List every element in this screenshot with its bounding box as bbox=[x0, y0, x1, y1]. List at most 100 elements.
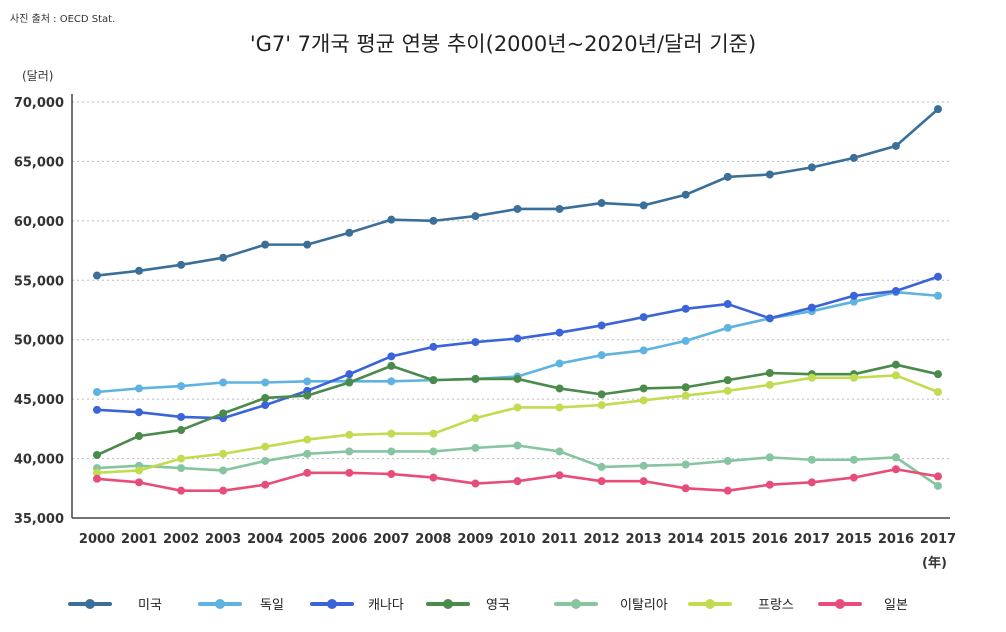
data-point bbox=[387, 429, 396, 438]
legend-swatch-marker bbox=[327, 599, 337, 609]
data-point bbox=[597, 477, 606, 486]
series-프랑스 bbox=[93, 371, 942, 477]
legend-label: 독일 bbox=[260, 598, 284, 613]
data-point bbox=[765, 453, 774, 462]
data-point bbox=[555, 359, 564, 368]
data-point bbox=[219, 409, 228, 418]
data-point bbox=[513, 477, 522, 486]
data-point bbox=[807, 373, 816, 382]
data-point bbox=[723, 172, 732, 181]
data-point bbox=[177, 382, 186, 391]
data-point bbox=[639, 313, 648, 322]
data-point bbox=[261, 393, 270, 402]
data-point bbox=[345, 370, 354, 379]
x-tick-label: 2015 bbox=[710, 532, 746, 547]
data-point bbox=[387, 377, 396, 386]
legend-swatch-marker bbox=[705, 599, 715, 609]
data-point bbox=[555, 447, 564, 456]
series-영국 bbox=[93, 360, 942, 460]
y-tick-label: 65,000 bbox=[14, 155, 64, 170]
data-point bbox=[555, 204, 564, 213]
data-point bbox=[597, 401, 606, 410]
legend-swatch-marker bbox=[835, 599, 845, 609]
legend-swatch-marker bbox=[443, 599, 453, 609]
y-tick-label: 35,000 bbox=[14, 512, 64, 527]
data-point bbox=[345, 447, 354, 456]
data-point bbox=[934, 388, 942, 397]
data-point bbox=[723, 300, 732, 309]
x-tick-label: 2007 bbox=[373, 532, 409, 547]
x-tick-label: 2017 bbox=[794, 532, 830, 547]
data-point bbox=[261, 240, 270, 249]
data-point bbox=[93, 474, 101, 483]
source-note: 사진 출처 : OECD Stat. bbox=[10, 14, 116, 25]
data-point bbox=[639, 384, 648, 393]
grid-lines bbox=[72, 101, 950, 460]
data-point bbox=[429, 429, 438, 438]
data-point bbox=[681, 190, 690, 199]
data-point bbox=[219, 486, 228, 495]
data-point bbox=[177, 260, 186, 269]
data-point bbox=[177, 412, 186, 421]
data-point bbox=[93, 468, 101, 477]
data-point bbox=[513, 374, 522, 383]
x-tick-label: 2010 bbox=[499, 532, 535, 547]
y-axis-unit: (달러) bbox=[22, 69, 53, 83]
data-point bbox=[807, 303, 816, 312]
data-point bbox=[639, 201, 648, 210]
legend-item: 미국 bbox=[68, 598, 162, 613]
x-tick-label: 2016 bbox=[752, 532, 788, 547]
data-point bbox=[261, 442, 270, 451]
data-point bbox=[471, 338, 480, 347]
data-point bbox=[555, 328, 564, 337]
data-point bbox=[597, 462, 606, 471]
data-point bbox=[93, 405, 101, 414]
data-point bbox=[471, 212, 480, 221]
legend-item: 캐나다 bbox=[310, 598, 404, 613]
y-tick-label: 50,000 bbox=[14, 334, 64, 349]
legend-label: 이탈리아 bbox=[620, 598, 668, 613]
data-point bbox=[219, 449, 228, 458]
series-line bbox=[96, 275, 939, 420]
x-tick-label: 2014 bbox=[668, 532, 704, 547]
data-point bbox=[681, 383, 690, 392]
data-point bbox=[303, 240, 312, 249]
data-point bbox=[345, 468, 354, 477]
series-lines bbox=[93, 105, 942, 495]
data-point bbox=[177, 454, 186, 463]
data-point bbox=[177, 426, 186, 435]
data-point bbox=[429, 216, 438, 225]
legend-item: 프랑스 bbox=[688, 598, 794, 613]
legend-item: 영국 bbox=[426, 598, 510, 613]
data-point bbox=[135, 384, 144, 393]
x-tick-label: 2002 bbox=[163, 532, 199, 547]
data-point bbox=[681, 336, 690, 345]
data-point bbox=[261, 480, 270, 489]
y-tick-label: 45,000 bbox=[14, 393, 64, 408]
data-point bbox=[723, 456, 732, 465]
data-point bbox=[723, 386, 732, 395]
data-point bbox=[93, 451, 101, 460]
data-point bbox=[555, 403, 564, 412]
y-tick-labels: 35,000 40,000 45,000 50,000 55,000 60,000 65,0… bbox=[14, 96, 64, 527]
data-point bbox=[597, 390, 606, 399]
data-point bbox=[387, 470, 396, 479]
data-point bbox=[765, 480, 774, 489]
x-tick-label: 2008 bbox=[415, 532, 451, 547]
legend-label: 미국 bbox=[138, 598, 162, 613]
x-tick-label: 2006 bbox=[331, 532, 367, 547]
series-일본 bbox=[93, 465, 942, 495]
series-line bbox=[96, 108, 939, 277]
data-point bbox=[934, 291, 942, 300]
data-point bbox=[555, 471, 564, 480]
data-point bbox=[261, 378, 270, 387]
data-point bbox=[681, 484, 690, 493]
series-미국 bbox=[93, 105, 942, 280]
data-point bbox=[471, 414, 480, 423]
data-point bbox=[387, 361, 396, 370]
data-point bbox=[303, 391, 312, 400]
legend-label: 일본 bbox=[884, 598, 908, 613]
data-point bbox=[934, 105, 942, 114]
y-tick-label: 55,000 bbox=[14, 274, 64, 289]
